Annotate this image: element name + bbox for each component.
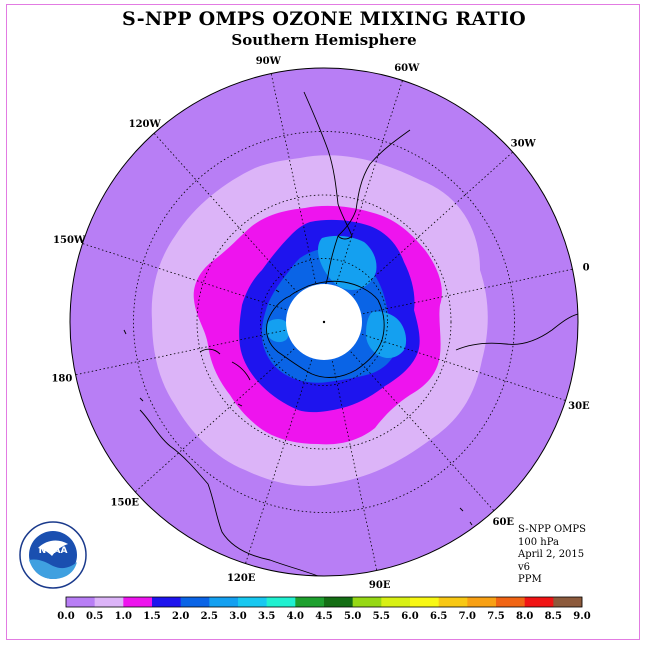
colorbar-tick-label: 1.5 (143, 611, 160, 622)
colorbar-tick-label: 1.0 (115, 611, 132, 622)
colorbar-swatch (381, 597, 411, 607)
longitude-label: 30W (511, 139, 537, 150)
colorbar-tick-label: 7.5 (487, 611, 504, 622)
colorbar: 0.0 0.5 1.0 1.5 2.0 2.5 3.0 3.5 4.0 4.5 5.0 5.5 6.0 6… (57, 596, 591, 622)
colorbar-tick-label: 7.0 (459, 611, 476, 622)
colorbar-swatch (180, 597, 210, 607)
longitude-label: 150W (53, 235, 86, 246)
colorbar-swatch (295, 597, 325, 607)
colorbar-tick-label: 9.0 (573, 611, 590, 622)
coastline-south-america (303, 91, 411, 240)
longitude-labels: 90W 60W 30W 0 30E 60E 90E 120E 150E 180 150W 120W (51, 56, 590, 591)
colorbar-tick-label: 0.5 (86, 611, 103, 622)
latitude-circle-2 (196, 194, 452, 450)
colorbar-swatch (524, 597, 554, 607)
colorbar-tick-label: 6.0 (401, 611, 418, 622)
longitude-label: 150E (111, 497, 140, 508)
colorbar-tick-label: 5.0 (344, 611, 361, 622)
colorbar-tick-label: 8.0 (516, 611, 533, 622)
ozone-contour-2.5-3.0-a (318, 235, 377, 290)
graticule (75, 73, 573, 571)
colorbar-swatch (352, 597, 382, 607)
colorbar-tick-label: 2.5 (201, 611, 218, 622)
info-units: PPM (518, 574, 542, 585)
longitude-label: 60W (394, 63, 420, 74)
colorbar-swatch (209, 597, 239, 607)
longitude-label: 120E (227, 573, 256, 584)
colorbar-swatch (410, 597, 439, 607)
colorbar-tick-label: 5.5 (373, 611, 390, 622)
colorbar-tick-label: 6.5 (430, 611, 447, 622)
coastline-australia (139, 409, 335, 576)
info-block: S-NPP OMPS 100 hPa April 2, 2015 v6 PPM (518, 524, 586, 587)
colorbar-tick-label: 2.0 (172, 611, 189, 622)
colorbar-tick-label: 0.0 (57, 611, 74, 622)
colorbar-tick-label: 4.5 (315, 611, 332, 622)
noaa-logo: NOAA (19, 521, 87, 589)
latitude-circle-3 (133, 131, 515, 513)
longitude-label: 90W (256, 56, 282, 67)
page-frame (6, 4, 640, 640)
colorbar-swatch (467, 597, 497, 607)
longitude-label: 90E (369, 580, 391, 591)
colorbar-tick-label: 8.5 (545, 611, 562, 622)
ozone-contour-2.5-3.0-c (265, 319, 289, 343)
colorbar-outline (65, 596, 583, 608)
info-date: April 2, 2015 (518, 549, 585, 560)
coastline-new-zealand (199, 348, 251, 381)
page-subtitle: Southern Hemisphere (231, 31, 417, 49)
info-version: v6 (518, 561, 531, 573)
colorbar-swatch (152, 597, 181, 607)
south-pole-dot (322, 320, 326, 324)
noaa-logo-text: NOAA (39, 546, 68, 556)
latitude-circle-1 (260, 258, 388, 386)
longitude-label: 0 (583, 262, 590, 273)
longitude-label: 180 (51, 374, 72, 385)
colorbar-swatch (123, 597, 153, 607)
colorbar-swatch (66, 597, 95, 607)
colorbar-tick-label: 4.0 (287, 611, 304, 622)
longitude-label: 120W (129, 119, 162, 130)
colorbar-swatch (94, 597, 124, 607)
info-instrument: S-NPP OMPS (518, 524, 586, 535)
colorbar-tick-label: 3.0 (229, 611, 246, 622)
colorbar-tick-label: 3.5 (258, 611, 275, 622)
map-boundary (69, 67, 579, 577)
colorbar-swatch (496, 597, 525, 607)
colorbar-swatch (324, 597, 353, 607)
longitude-label: 60E (493, 517, 515, 528)
coastline-antarctica (266, 280, 385, 378)
coastlines (123, 91, 578, 576)
colorbar-swatch (438, 597, 468, 607)
colorbar-swatch (238, 597, 267, 607)
page-title: S-NPP OMPS OZONE MIXING RATIO (121, 8, 527, 30)
colorbar-swatch (266, 597, 296, 607)
colorbar-swatch (553, 597, 583, 607)
coastline-islands (123, 289, 473, 526)
longitude-label: 30E (568, 401, 590, 412)
coastline-africa (455, 313, 578, 351)
info-level: 100 hPa (518, 536, 559, 548)
